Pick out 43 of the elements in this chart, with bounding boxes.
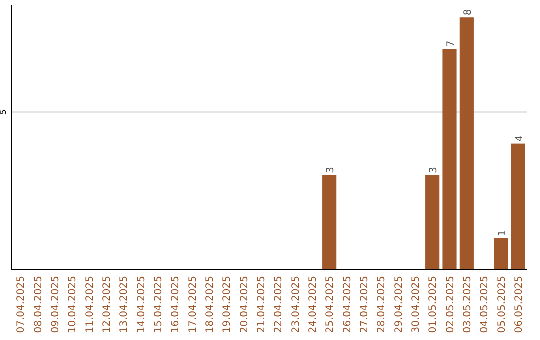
data-label: 1 — [497, 230, 508, 236]
x-tick-label: 01.05.2025 — [428, 276, 440, 334]
x-tick-label: 07.04.2025 — [16, 276, 28, 334]
x-tick-label: 28.04.2025 — [376, 276, 388, 334]
x-tick-label: 16.04.2025 — [170, 276, 182, 334]
x-tick-label: 02.05.2025 — [445, 276, 456, 334]
x-tick-label: 13.04.2025 — [119, 276, 130, 334]
x-tick-label: 03.05.2025 — [462, 276, 474, 334]
bar — [511, 144, 526, 270]
data-label: 3 — [428, 166, 440, 174]
x-tick-label: 21.04.2025 — [256, 276, 268, 334]
bar — [494, 238, 508, 270]
x-tick-label: 08.04.2025 — [33, 276, 44, 334]
data-label: 8 — [462, 9, 474, 16]
x-tick-label: 19.04.2025 — [222, 276, 234, 334]
x-tick-label: 25.04.2025 — [325, 276, 336, 334]
x-tick-label: 09.04.2025 — [50, 276, 62, 334]
x-tick-label: 24.04.2025 — [308, 276, 319, 334]
x-tick-label: 22.04.2025 — [274, 276, 285, 334]
x-tick-label: 04.05.2025 — [480, 276, 491, 334]
data-label: 3 — [326, 166, 337, 174]
x-tick-label: 14.04.2025 — [136, 276, 148, 334]
x-tick-label: 20.04.2025 — [239, 276, 250, 334]
bar — [442, 49, 457, 270]
y-tick-label: 5 — [0, 110, 8, 115]
x-tick-label: 18.04.2025 — [204, 276, 216, 334]
x-tick-label: 26.04.2025 — [342, 276, 354, 334]
x-tick-label: 15.04.2025 — [153, 276, 164, 334]
data-label: 7 — [446, 40, 457, 48]
x-tick-label: 30.04.2025 — [410, 276, 422, 334]
x-tick-label: 06.05.2025 — [514, 276, 525, 334]
bar — [322, 175, 337, 270]
x-tick-label: 12.04.2025 — [102, 276, 113, 334]
x-tick-label: 10.04.2025 — [68, 276, 79, 334]
x-tick-label: 23.04.2025 — [290, 276, 302, 334]
x-tick-label: 11.04.2025 — [84, 276, 96, 334]
x-tick-label: 17.04.2025 — [188, 276, 199, 334]
x-tick-label: 05.05.2025 — [496, 276, 508, 334]
bar — [426, 175, 440, 270]
data-label: 4 — [514, 135, 526, 142]
bar — [460, 18, 474, 270]
x-tick-label: 27.04.2025 — [359, 276, 370, 334]
x-tick-label: 29.04.2025 — [394, 276, 405, 334]
